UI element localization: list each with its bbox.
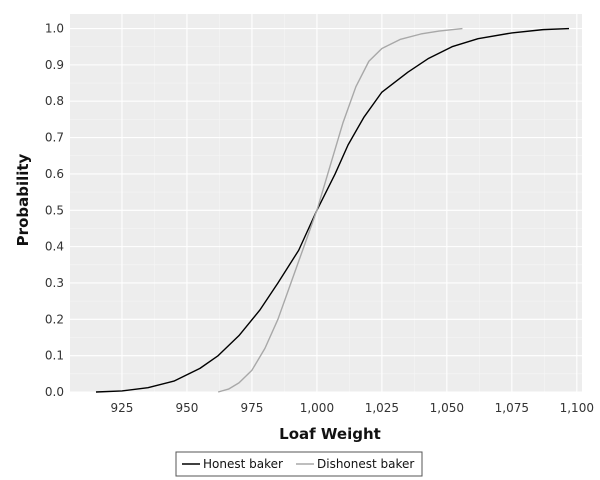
y-tick-label: 0.1 [45, 349, 64, 363]
y-tick-label: 0.6 [45, 167, 64, 181]
y-tick-label: 0.5 [45, 203, 64, 217]
x-tick-label: 1,000 [300, 401, 334, 415]
legend-label-dishonest: Dishonest baker [317, 457, 414, 471]
x-tick-labels: 925 950 975 1,000 1,025 1,050 1,075 1,100 [111, 401, 594, 415]
honest-baker-line [95, 27, 570, 393]
dishonest-baker-line [217, 27, 463, 393]
x-tick-label: 1,050 [430, 401, 464, 415]
x-tick-label: 1,100 [560, 401, 594, 415]
y-tick-label: 0.8 [45, 94, 64, 108]
y-tick-label: 0.7 [45, 131, 64, 145]
y-tick-label: 0.3 [45, 276, 64, 290]
y-tick-label: 0.4 [45, 240, 64, 254]
y-tick-label: 0.2 [45, 312, 64, 326]
y-tick-label: 0.9 [45, 58, 64, 72]
y-tick-labels: 0.0 0.1 0.2 0.3 0.4 0.5 0.6 0.7 0.8 0.9 1.0 [45, 22, 64, 399]
x-axis-title: Loaf Weight [279, 425, 381, 443]
x-tick-label: 1,025 [365, 401, 399, 415]
y-axis-title: Probability [14, 153, 32, 246]
legend: Honest baker Dishonest baker [175, 451, 423, 477]
x-tick-label: 975 [240, 401, 263, 415]
x-tick-label: 1,075 [495, 401, 529, 415]
x-tick-label: 925 [111, 401, 134, 415]
y-tick-label: 1.0 [45, 22, 64, 36]
legend-label-honest: Honest baker [203, 457, 283, 471]
series-lines [95, 27, 570, 393]
y-tick-label: 0.0 [45, 385, 64, 399]
x-tick-label: 950 [176, 401, 199, 415]
plot-background [70, 14, 582, 392]
